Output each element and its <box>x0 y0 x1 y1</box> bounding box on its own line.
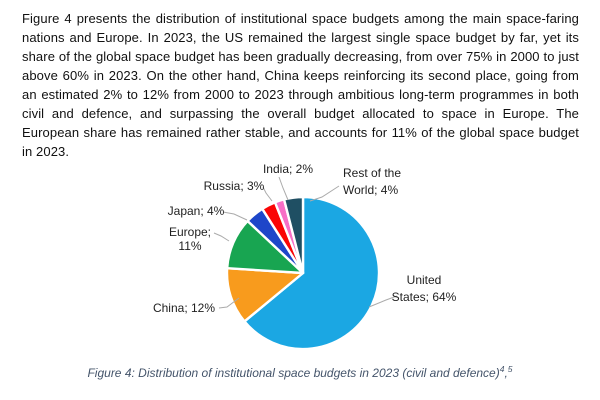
leader-line-japan <box>222 211 248 221</box>
figure-4-pie-chart: United States; 64% China; 12% Europe; 11% Jap… <box>0 150 600 366</box>
pie-slice-united-states <box>243 195 381 351</box>
slice-label-russia: Russia; 3% <box>204 179 265 193</box>
leader-line-united-states <box>368 295 398 308</box>
figure-4-pie-chart-svg: United States; 64% China; 12% Europe; 11% Jap… <box>153 162 457 351</box>
slice-label-japan: Japan; 4% <box>168 204 225 218</box>
slice-label-united-states: United States; 64% <box>392 273 457 304</box>
leader-line-europe <box>213 232 230 242</box>
figure-caption-text: Figure 4: Distribution of institutional … <box>87 366 500 380</box>
body-paragraph: Figure 4 presents the distribution of in… <box>22 11 579 159</box>
figure-caption: Figure 4: Distribution of institutional … <box>0 364 600 380</box>
slice-label-india: India; 2% <box>263 162 313 176</box>
leader-line-russia <box>262 186 273 202</box>
leader-line-rest-of-the-world <box>309 185 340 202</box>
slice-label-europe: Europe; 11% <box>169 225 211 253</box>
pie-slice-rest-of-the-world <box>282 195 305 275</box>
leader-line-india <box>278 176 289 201</box>
footnote-ref-5: 5 <box>507 364 513 374</box>
slice-label-china: China; 12% <box>153 301 215 315</box>
leader-line-china <box>218 297 240 309</box>
footnote-ref-4: 4 <box>499 364 505 374</box>
footnote-separator: , <box>504 366 508 380</box>
slice-label-rest-of-the-world: Rest of the World; 4% <box>343 166 401 197</box>
